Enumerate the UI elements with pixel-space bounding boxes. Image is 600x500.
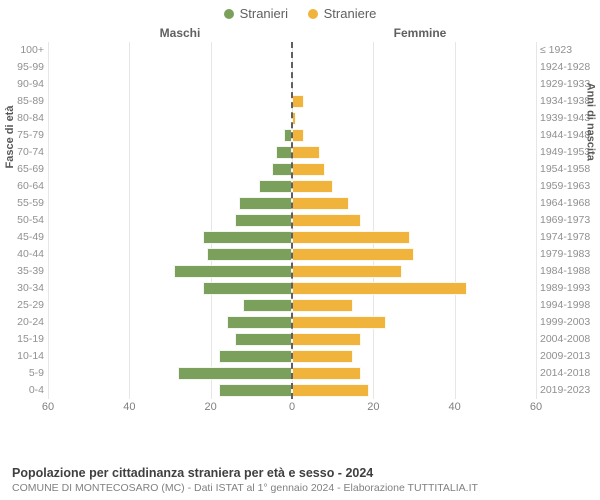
- age-label: 25-29: [0, 297, 44, 314]
- bar-male: [276, 146, 292, 159]
- pyramid-chart: 100+95-9990-9485-8980-8475-7970-7465-696…: [0, 42, 600, 399]
- x-tick-label: 20: [205, 401, 217, 413]
- age-label: 20-24: [0, 314, 44, 331]
- bar-female: [292, 197, 349, 210]
- x-axis: 60 40 20 0 20 40 60: [0, 401, 600, 415]
- birth-label: 1999-2003: [540, 314, 600, 331]
- age-label: 35-39: [0, 263, 44, 280]
- bar-female: [292, 95, 304, 108]
- legend-swatch-male: [224, 9, 234, 19]
- bar-female: [292, 231, 410, 244]
- bar-male: [174, 265, 292, 278]
- age-labels: 100+95-9990-9485-8980-8475-7970-7465-696…: [0, 42, 48, 399]
- age-label: 10-14: [0, 348, 44, 365]
- age-label: 95-99: [0, 59, 44, 76]
- center-axis: [291, 42, 293, 399]
- bar-male: [203, 282, 292, 295]
- chart-title: Popolazione per cittadinanza straniera p…: [12, 466, 588, 480]
- bar-male: [203, 231, 292, 244]
- x-tick-label: 40: [449, 401, 461, 413]
- x-tick-label: 20: [367, 401, 379, 413]
- bar-female: [292, 316, 386, 329]
- bar-female: [292, 180, 333, 193]
- birth-label: 1984-1988: [540, 263, 600, 280]
- legend-item-female: Straniere: [308, 6, 377, 21]
- bar-male: [259, 180, 292, 193]
- bar-male: [219, 350, 292, 363]
- bar-male: [235, 214, 292, 227]
- chart-footer: Popolazione per cittadinanza straniera p…: [12, 466, 588, 494]
- bar-male: [243, 299, 292, 312]
- legend-label-male: Stranieri: [240, 6, 288, 21]
- x-tick-label: 0: [289, 401, 295, 413]
- bar-male: [272, 163, 292, 176]
- bar-male: [235, 333, 292, 346]
- bar-female: [292, 163, 325, 176]
- y-axis-title-left: Fasce di età: [4, 106, 16, 169]
- birth-label: 1979-1983: [540, 246, 600, 263]
- y-axis-title-right: Anni di nascita: [584, 83, 596, 161]
- bar-female: [292, 367, 361, 380]
- birth-label: 1994-1998: [540, 297, 600, 314]
- bar-female: [292, 146, 320, 159]
- birth-label: 2004-2008: [540, 331, 600, 348]
- birth-label: ≤ 1923: [540, 42, 600, 59]
- legend-item-male: Stranieri: [224, 6, 288, 21]
- birth-label: 1954-1958: [540, 161, 600, 178]
- birth-label: 1989-1993: [540, 280, 600, 297]
- bar-female: [292, 214, 361, 227]
- age-label: 40-44: [0, 246, 44, 263]
- birth-label: 2014-2018: [540, 365, 600, 382]
- birth-label: 1974-1978: [540, 229, 600, 246]
- birth-label: 1964-1968: [540, 195, 600, 212]
- age-label: 55-59: [0, 195, 44, 212]
- bar-female: [292, 350, 353, 363]
- birth-label: 2019-2023: [540, 382, 600, 399]
- legend-label-female: Straniere: [324, 6, 377, 21]
- birth-label: 1959-1963: [540, 178, 600, 195]
- age-label: 50-54: [0, 212, 44, 229]
- bar-female: [292, 333, 361, 346]
- bar-female: [292, 265, 402, 278]
- bar-female: [292, 248, 414, 261]
- bar-male: [178, 367, 292, 380]
- bar-female: [292, 129, 304, 142]
- column-headers: Maschi Femmine: [0, 26, 600, 40]
- age-label: 0-4: [0, 382, 44, 399]
- age-label: 45-49: [0, 229, 44, 246]
- age-label: 5-9: [0, 365, 44, 382]
- age-label: 100+: [0, 42, 44, 59]
- bars-area: [48, 42, 536, 399]
- x-tick-label: 40: [123, 401, 135, 413]
- bar-male: [219, 384, 292, 397]
- bar-male: [207, 248, 292, 261]
- age-label: 30-34: [0, 280, 44, 297]
- age-label: 15-19: [0, 331, 44, 348]
- birth-label: 1969-1973: [540, 212, 600, 229]
- x-tick-label: 60: [42, 401, 54, 413]
- bar-female: [292, 282, 467, 295]
- x-tick-label: 60: [530, 401, 542, 413]
- age-label: 60-64: [0, 178, 44, 195]
- bar-male: [239, 197, 292, 210]
- chart-subtitle: COMUNE DI MONTECOSARO (MC) - Dati ISTAT …: [12, 482, 588, 494]
- bar-male: [227, 316, 292, 329]
- header-male: Maschi: [0, 26, 300, 40]
- age-label: 90-94: [0, 76, 44, 93]
- birth-label: 1924-1928: [540, 59, 600, 76]
- legend-swatch-female: [308, 9, 318, 19]
- birth-label: 2009-2013: [540, 348, 600, 365]
- legend: Stranieri Straniere: [0, 0, 600, 22]
- bar-female: [292, 384, 369, 397]
- header-female: Femmine: [300, 26, 600, 40]
- bar-female: [292, 299, 353, 312]
- x-ticks: 6040200204060: [48, 401, 536, 415]
